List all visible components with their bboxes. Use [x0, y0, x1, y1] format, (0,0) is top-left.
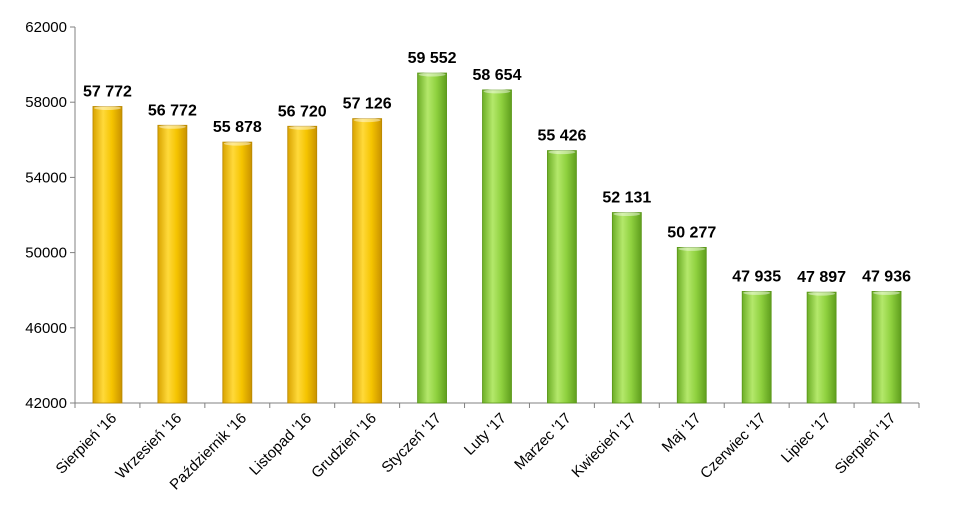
x-tick-label: Listopad '16 — [246, 410, 315, 479]
y-tick-label: 62000 — [25, 19, 67, 36]
bar-top-highlight — [613, 212, 641, 217]
x-tick-label: Lipiec '17 — [778, 410, 835, 467]
data-label: 57 126 — [343, 96, 392, 113]
x-tick-label: Sierpień '16 — [53, 410, 121, 478]
bar-top-highlight — [808, 291, 836, 296]
bar — [871, 291, 902, 404]
data-label: 50 277 — [667, 224, 716, 241]
tick-labels: 42000 46000 50000 54000 58000 62000 Sierpień '… — [25, 19, 899, 493]
x-tick-label: Maj '17 — [659, 410, 705, 456]
bar — [287, 125, 318, 404]
bar — [611, 212, 642, 404]
bar — [547, 150, 577, 404]
y-tick-label: 42000 — [25, 395, 67, 412]
y-tick-label: 54000 — [25, 169, 67, 186]
bar-top-highlight — [678, 246, 706, 251]
bar — [352, 118, 383, 404]
bar-top-highlight — [353, 118, 381, 123]
x-tick-label: Styczeń '17 — [378, 410, 445, 477]
data-label: 55 426 — [537, 128, 586, 145]
bar — [92, 106, 123, 404]
data-label: 59 552 — [408, 50, 457, 67]
data-label: 57 772 — [83, 83, 132, 100]
bar-top-highlight — [483, 89, 511, 94]
x-tick-label: Czerwiec '17 — [697, 410, 769, 482]
x-tick-label: Grudzień '16 — [308, 410, 380, 482]
bar-top-highlight — [548, 150, 576, 155]
data-label: 47 897 — [797, 269, 846, 286]
x-tick-label: Sierpień '17 — [832, 410, 900, 478]
data-label: 47 936 — [862, 268, 911, 285]
bar — [417, 72, 447, 404]
data-label: 47 935 — [732, 268, 781, 285]
bar-top-highlight — [873, 290, 901, 295]
bar — [676, 246, 707, 404]
x-tick-label: Wrzesień '16 — [112, 410, 185, 483]
bar-top-highlight — [93, 105, 121, 110]
bar — [806, 291, 837, 404]
y-tick-label: 46000 — [25, 320, 67, 337]
bar — [222, 141, 253, 404]
bar-top-highlight — [418, 72, 446, 77]
bar-top-highlight — [743, 290, 771, 295]
data-labels: 57 772 56 772 55 878 56 720 57 126 59 552 58 6… — [83, 50, 911, 286]
data-label: 56 772 — [148, 102, 197, 119]
bar-top-highlight — [223, 141, 251, 146]
bar-top-highlight — [158, 124, 186, 129]
bar-top-highlight — [288, 125, 316, 130]
bar — [741, 291, 772, 404]
data-label: 55 878 — [213, 119, 262, 136]
x-tick-label: Marzec '17 — [511, 410, 575, 474]
bar — [157, 124, 188, 404]
x-tick-label: Luty '17 — [461, 410, 510, 459]
x-tick-label: Kwiecień '17 — [568, 410, 639, 481]
y-tick-label: 58000 — [25, 94, 67, 111]
data-label: 56 720 — [278, 103, 327, 120]
data-label: 58 654 — [473, 67, 522, 84]
y-tick-label: 50000 — [25, 245, 67, 262]
bars — [92, 72, 902, 404]
data-label: 52 131 — [602, 190, 651, 207]
bar — [482, 89, 512, 404]
